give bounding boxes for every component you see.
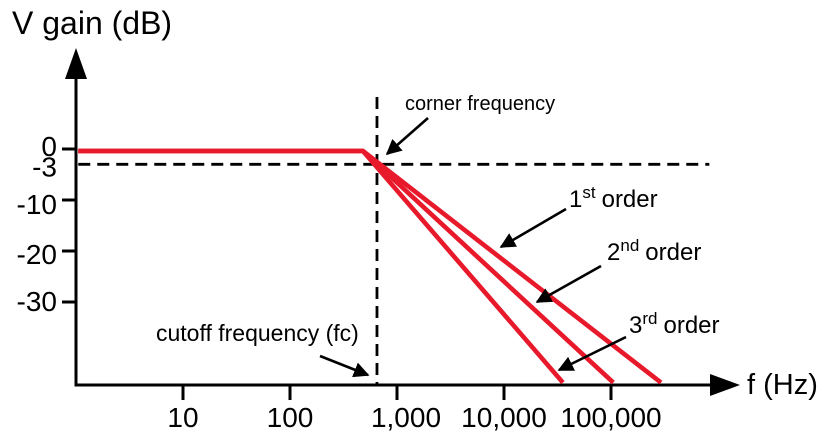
order-3-number: 3 — [629, 312, 643, 339]
x-tick-label-100,000: 100,000 — [560, 402, 661, 433]
order-1-word: order — [601, 186, 658, 213]
y-axis-title: V gain (dB) — [12, 5, 173, 41]
x-tick-label-10: 10 — [167, 402, 198, 433]
x-tick-label-10,000: 10,000 — [461, 402, 547, 433]
callout-arrow-order-2 — [535, 264, 602, 304]
order-2-ordinal-suffix: nd — [620, 236, 640, 255]
order-3-label: 3rd order — [629, 310, 720, 340]
order-1-number: 1 — [569, 186, 583, 213]
order-2-word: order — [645, 239, 702, 266]
corner-frequency-label: corner frequency — [405, 93, 556, 115]
y-tick-label--10: -10 — [17, 189, 57, 220]
x-tick-label-100: 100 — [267, 402, 314, 433]
y-tick-label-0: 0 — [41, 131, 57, 162]
order-1-label: 1st order — [569, 184, 658, 214]
order-3-word: order — [663, 312, 720, 339]
callout-arrow-order-1 — [499, 207, 567, 249]
y-tick-label--30: -30 — [17, 286, 57, 317]
y-axis-arrowhead — [65, 48, 87, 79]
callout-arrow-corner-frequency — [385, 117, 429, 156]
x-tick-label-1,000: 1,000 — [371, 402, 441, 433]
order-2-label: 2nd order — [607, 237, 702, 267]
y-tick-label--20: -20 — [17, 239, 57, 270]
series-line-3rd-order — [78, 148, 565, 385]
order-3-ordinal-suffix: rd — [642, 309, 658, 328]
callout-arrow-order-3 — [557, 335, 627, 372]
order-2-number: 2 — [607, 239, 621, 266]
callout-arrow-cutoff-frequency — [319, 354, 370, 378]
y-tick-label--3: -3 — [32, 151, 57, 182]
order-1-ordinal-suffix: st — [582, 183, 596, 202]
x-axis-arrowhead — [710, 374, 740, 396]
cutoff-frequency-label: cutoff frequency (fc) — [156, 320, 359, 346]
x-axis-title: f (Hz) — [747, 369, 818, 401]
